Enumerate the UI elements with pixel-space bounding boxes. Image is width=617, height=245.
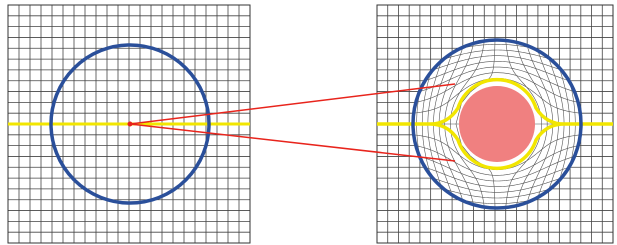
diagram (0, 0, 617, 245)
pink-disk (459, 86, 535, 162)
ray-upper (130, 84, 455, 124)
ray-lower (130, 124, 455, 161)
center-point (128, 122, 133, 127)
